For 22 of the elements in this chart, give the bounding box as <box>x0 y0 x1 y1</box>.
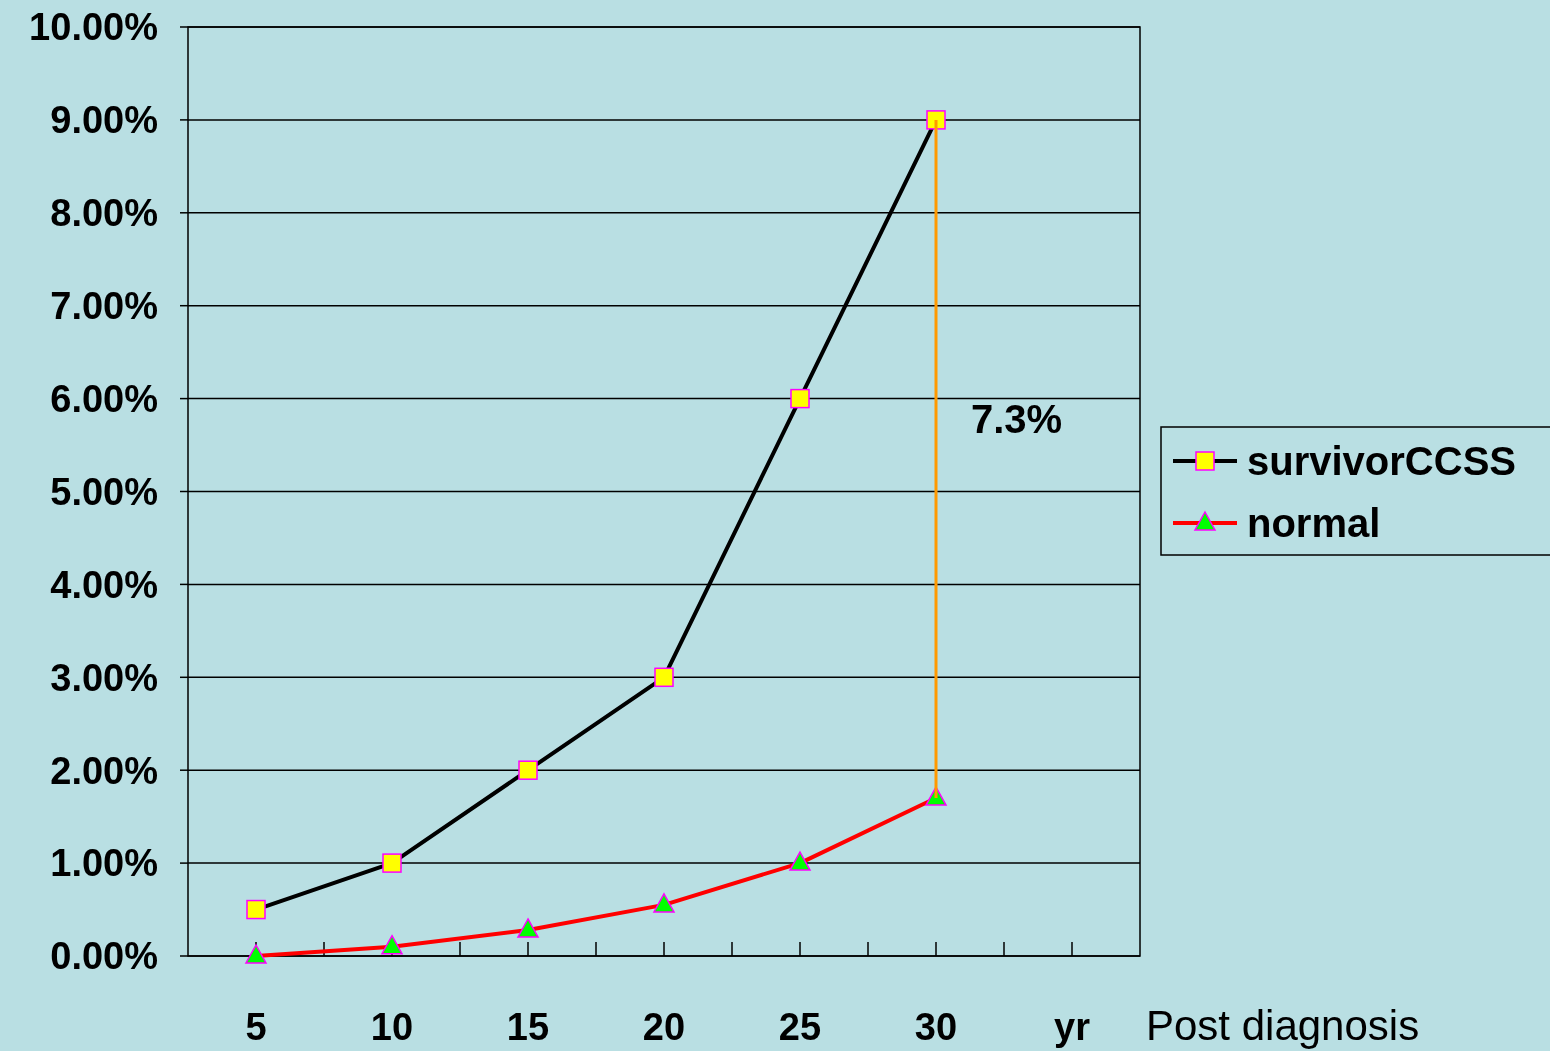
y-tick-label: 4.00% <box>50 563 158 606</box>
x-tick-label: yr <box>1054 1006 1091 1048</box>
y-tick-label: 6.00% <box>50 377 158 420</box>
y-tick-label: 2.00% <box>50 749 158 792</box>
annotation: 7.3% <box>971 396 1063 441</box>
y-tick-label: 1.00% <box>50 842 158 885</box>
y-tick-label: 8.00% <box>50 192 158 235</box>
y-tick-label: 10.00% <box>29 6 158 49</box>
y-tick-label: 0.00% <box>50 935 158 978</box>
x-axis-title: Post diagnosis <box>1146 1002 1420 1049</box>
y-tick-label: 3.00% <box>50 656 158 699</box>
y-tick-label: 7.00% <box>50 285 158 327</box>
y-tick-label: 5.00% <box>50 470 158 513</box>
x-tick-label: 25 <box>778 1006 822 1048</box>
x-tick-label: 30 <box>914 1006 958 1048</box>
y-tick-label: 9.00% <box>50 99 158 142</box>
legend-label: normal <box>1247 501 1381 545</box>
x-tick-label: 10 <box>370 1006 414 1048</box>
legend-label: survivorCCSS <box>1247 439 1516 483</box>
x-tick-label: 15 <box>506 1006 550 1048</box>
x-tick-label: 20 <box>642 1006 686 1048</box>
x-tick-label: 5 <box>245 1006 267 1048</box>
